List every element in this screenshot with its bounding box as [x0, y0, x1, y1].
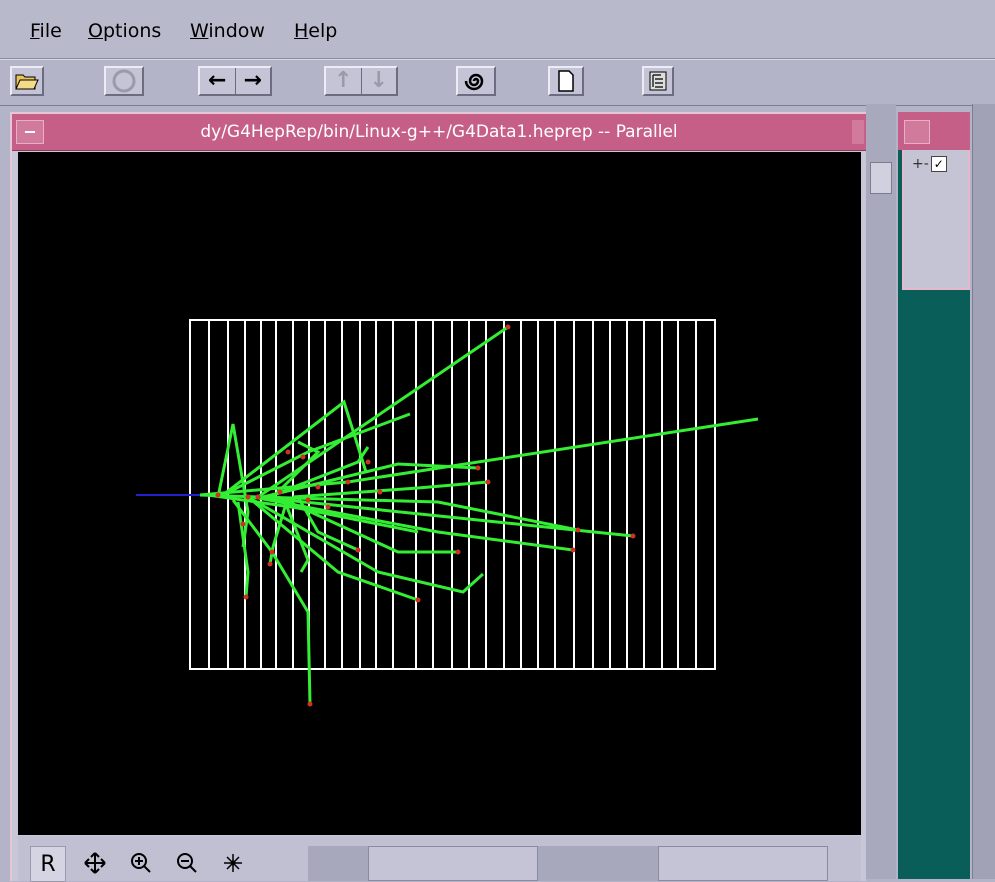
vertical-scroll-thumb[interactable]	[870, 162, 892, 194]
back-forward-buttons: ← →	[198, 66, 272, 96]
window-maximize-button[interactable]	[852, 120, 864, 144]
horizontal-scroll-thumb[interactable]	[368, 846, 538, 881]
menu-window[interactable]: Window	[190, 20, 265, 42]
zoom-out-button[interactable]	[170, 846, 204, 880]
particle-track	[247, 495, 485, 594]
track-hit	[300, 454, 306, 460]
zoom-out-icon	[177, 853, 197, 873]
side-panel: +- ✓	[898, 112, 970, 879]
tree-panel: +- ✓	[902, 150, 970, 290]
forward-button[interactable]: →	[234, 68, 271, 94]
particle-track	[199, 325, 509, 499]
particle-track	[207, 493, 419, 534]
particle-tracks	[136, 325, 759, 705]
down-button[interactable]: ↓	[360, 68, 397, 94]
window-titlebar[interactable]: dy/G4HepRep/bin/Linux-g++/G4Data1.heprep…	[12, 114, 866, 151]
expand-icon[interactable]: +-	[912, 156, 929, 172]
folder-open-icon	[15, 74, 39, 90]
up-down-buttons: ↑ ↓	[324, 66, 398, 96]
event-display-svg	[136, 319, 759, 707]
track-hit	[277, 489, 283, 495]
particle-track	[268, 496, 290, 565]
stop-circle-icon	[112, 69, 136, 93]
track-hit	[630, 533, 636, 539]
track-hit	[415, 597, 421, 603]
track-hit	[305, 497, 311, 503]
track-hit	[345, 479, 351, 485]
zoom-in-icon	[131, 853, 151, 873]
particle-track	[271, 440, 321, 499]
track-hit	[215, 492, 221, 498]
track-hit	[315, 484, 321, 490]
particle-track	[222, 412, 411, 497]
track-hit	[285, 449, 291, 455]
right-scrollbar[interactable]	[972, 104, 995, 879]
reset-view-button[interactable]: R	[30, 846, 66, 882]
particle-track	[267, 446, 370, 499]
track-hit	[243, 594, 249, 600]
menu-help[interactable]: Help	[294, 20, 338, 42]
particle-track	[222, 399, 368, 497]
view-toolbar: R	[18, 836, 861, 882]
window-menu-button[interactable]	[16, 120, 44, 144]
track-hit	[455, 549, 461, 555]
side-panel-menu-button[interactable]	[904, 120, 930, 144]
open-folder-button[interactable]	[10, 66, 44, 96]
track-hit	[365, 459, 371, 465]
track-hit	[269, 549, 275, 555]
center-button[interactable]	[216, 846, 250, 880]
tree-node[interactable]: +- ✓	[912, 156, 947, 172]
particle-track	[262, 462, 479, 499]
spiral-icon	[464, 73, 484, 91]
track-hit	[325, 504, 331, 510]
track-hits	[215, 324, 636, 707]
track-hit	[245, 494, 251, 500]
track-hit	[505, 324, 511, 330]
move-icon	[84, 852, 106, 874]
track-hit	[475, 465, 481, 471]
tree-checkbox[interactable]: ✓	[930, 156, 947, 172]
particle-track	[277, 495, 458, 554]
particle-track	[252, 495, 574, 552]
document-icon	[558, 70, 574, 92]
particle-track	[257, 495, 579, 532]
viewer-window: dy/G4HepRep/bin/Linux-g++/G4Data1.heprep…	[10, 112, 866, 882]
tree-icon	[649, 71, 667, 91]
stop-button[interactable]	[104, 66, 144, 96]
zoom-in-button[interactable]	[124, 846, 158, 880]
track-hit	[255, 494, 261, 500]
move-button[interactable]	[78, 846, 112, 880]
menu-bar: File Options Window Help	[0, 0, 995, 59]
horizontal-scroll-thumb-right[interactable]	[658, 846, 828, 881]
particle-track	[292, 480, 489, 499]
particle-track	[281, 496, 310, 573]
menu-options[interactable]: Options	[88, 20, 162, 42]
event-display-canvas[interactable]	[18, 152, 861, 835]
particle-track	[216, 423, 250, 548]
track-hit	[307, 701, 313, 707]
center-icon	[224, 854, 242, 872]
window-title: dy/G4HepRep/bin/Linux-g++/G4Data1.heprep…	[200, 122, 678, 142]
track-hit	[570, 547, 576, 553]
particle-track	[231, 499, 312, 705]
track-hit	[377, 489, 383, 495]
track-hit	[267, 561, 273, 567]
track-hit	[240, 521, 246, 527]
menu-file[interactable]: File	[30, 20, 62, 42]
back-button[interactable]: ←	[208, 68, 227, 93]
spiral-button[interactable]	[456, 66, 496, 96]
new-document-button[interactable]	[548, 66, 584, 96]
tree-view-button[interactable]	[642, 66, 674, 96]
up-button[interactable]: ↑	[334, 68, 353, 93]
track-hit	[355, 547, 361, 553]
particle-track	[247, 495, 419, 602]
toolbar: ← → ↑ ↓	[0, 59, 995, 106]
track-hit	[575, 527, 581, 533]
particle-track	[255, 495, 634, 538]
side-panel-titlebar[interactable]	[898, 112, 970, 150]
track-hit	[485, 479, 491, 485]
vertical-scrollbar[interactable]	[866, 104, 896, 879]
